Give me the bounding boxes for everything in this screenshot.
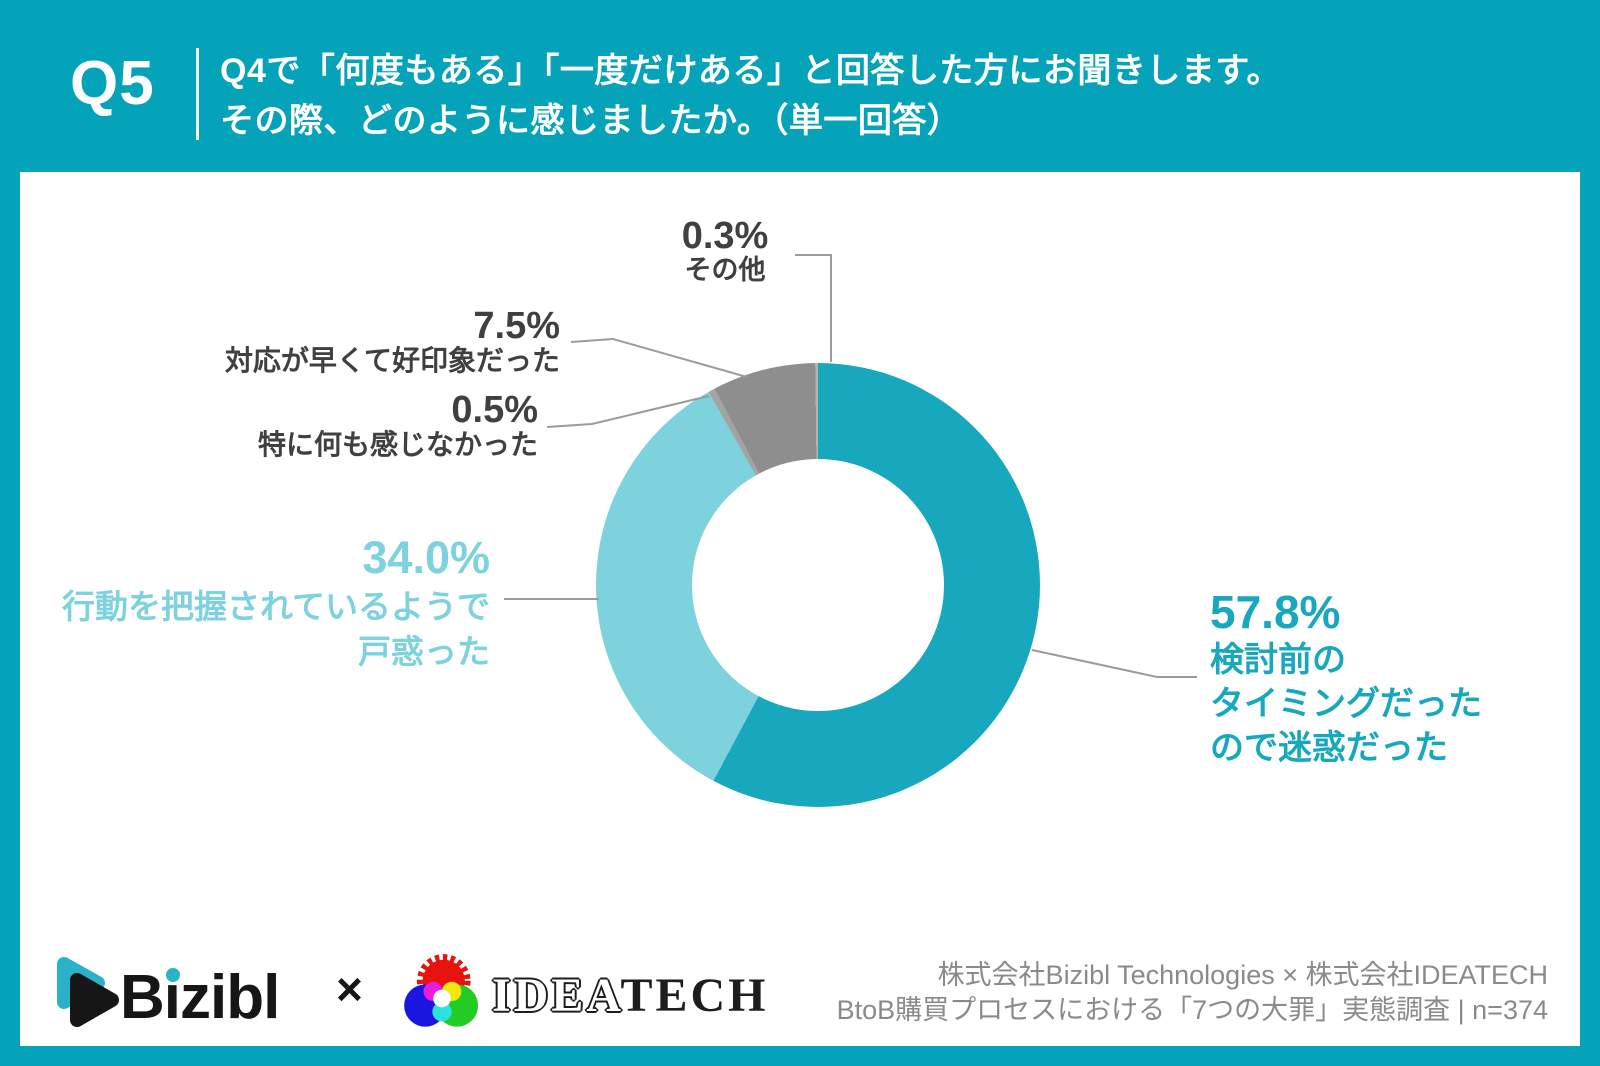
question-title: Q4で「何度もある」「一度だけある」と回答した方にお聞きします。 その際、どのよ… (220, 46, 1281, 146)
question-title-line2: その際、どのように感じましたか。（単一回答） (220, 102, 962, 140)
header-divider (196, 48, 199, 140)
callout-other-percent: 0.3% (681, 215, 769, 257)
ideatech-white-center (433, 989, 451, 1008)
callout-fast-impression: 7.5% 対応が早くて好印象だった (225, 306, 560, 376)
callout-confused-percent: 34.0% (362, 532, 490, 583)
survey-credit-line1: 株式会社Bizibl Technologies × 株式会社IDEATECH (937, 960, 1548, 990)
donut-ring (596, 363, 1040, 807)
callout-annoyed-line1: 検討前の (1210, 641, 1346, 679)
callout-annoyed-line3: ので迷惑だった (1210, 729, 1448, 767)
callout-fast-percent: 7.5% (473, 305, 560, 347)
survey-credit: 株式会社Bizibl Technologies × 株式会社IDEATECH B… (837, 958, 1548, 1028)
callout-fast-label: 対応が早くて好印象だった (224, 345, 560, 376)
callout-confused-line1: 行動を把握されているようで (61, 588, 490, 625)
callout-felt-nothing-percent: 0.5% (451, 389, 538, 431)
callout-annoyed-line2: タイミングだった (1210, 685, 1482, 723)
ideatech-logo-text: IDEATECH (492, 968, 769, 1023)
bizibl-play-black (70, 973, 119, 1027)
callout-other: 0.3% その他 (660, 216, 790, 285)
callout-confused-line2: 戸惑った (358, 633, 490, 670)
bizibl-i-dot (166, 968, 180, 982)
ideatech-text-idea: IDEA (492, 969, 621, 1022)
survey-credit-line2: BtoB購買プロセスにおける「7つの大罪」実態調査 | n=374 (836, 995, 1548, 1025)
logo-separator-cross: × (336, 963, 363, 1015)
ideatech-text-tech: TECH (620, 969, 769, 1022)
bizibl-logo-icon (57, 957, 119, 1027)
question-number-badge: Q5 (70, 49, 155, 118)
callout-annoyed-percent: 57.8% (1210, 586, 1341, 638)
callout-annoyed: 57.8% 検討前の タイミングだった ので迷惑だった (1210, 586, 1482, 770)
ideatech-cyan-overlap (432, 1002, 452, 1022)
callout-other-label: その他 (684, 255, 766, 285)
callout-confused: 34.0% 行動を把握されているようで 戸惑った (62, 532, 490, 674)
ideatech-logo-icon (404, 954, 479, 1027)
callout-felt-nothing-label: 特に何も感じなかった (257, 429, 538, 460)
question-title-line1: Q4で「何度もある」「一度だけある」と回答した方にお聞きします。 (220, 52, 1281, 90)
donut-hole (692, 459, 944, 711)
callout-felt-nothing: 0.5% 特に何も感じなかった (258, 390, 538, 460)
bizibl-logo-text: Bizibl (120, 963, 280, 1032)
